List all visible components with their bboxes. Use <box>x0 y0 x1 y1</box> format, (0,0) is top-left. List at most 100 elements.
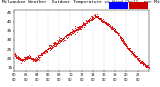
Point <box>41 53 44 54</box>
Point <box>19 59 22 60</box>
Point <box>106 24 109 26</box>
Point <box>68 33 70 34</box>
Point <box>43 51 45 53</box>
Point <box>125 46 127 47</box>
Point <box>107 23 109 24</box>
Point <box>54 45 57 47</box>
Point <box>70 34 72 36</box>
Point <box>40 54 42 56</box>
Point <box>33 60 36 61</box>
Point <box>38 56 41 58</box>
Point <box>60 39 63 41</box>
Point <box>83 23 85 24</box>
Point <box>130 51 132 52</box>
Point <box>75 29 78 31</box>
Point <box>126 45 128 47</box>
Point <box>104 22 107 24</box>
Point <box>62 38 65 40</box>
Point <box>32 58 34 60</box>
Point <box>117 34 119 35</box>
Point <box>54 45 57 47</box>
Point <box>23 58 25 60</box>
Point <box>22 59 25 60</box>
Point <box>52 43 55 44</box>
Point <box>129 51 132 52</box>
Point <box>139 63 141 64</box>
Point <box>43 51 46 53</box>
Point <box>34 59 36 60</box>
Point <box>56 39 59 40</box>
Point <box>119 36 121 37</box>
Point <box>38 54 40 55</box>
Point <box>99 18 101 19</box>
Point <box>41 54 44 55</box>
Point <box>16 56 19 58</box>
Point <box>22 59 24 60</box>
Point <box>109 26 112 27</box>
Point <box>69 32 72 33</box>
Point <box>21 60 23 61</box>
Point <box>68 32 71 34</box>
Point <box>65 35 68 36</box>
Point <box>116 31 119 32</box>
Point <box>128 48 130 49</box>
Point <box>51 46 53 47</box>
Point <box>46 50 48 51</box>
Point <box>98 17 100 19</box>
Point <box>29 57 32 58</box>
Point <box>66 33 68 35</box>
Point <box>99 18 101 19</box>
Point <box>91 18 94 19</box>
Point <box>35 59 37 60</box>
Point <box>94 16 96 18</box>
Point <box>27 57 30 58</box>
Point <box>64 35 67 37</box>
Point <box>14 53 16 54</box>
Point <box>21 60 24 62</box>
Point <box>42 52 44 53</box>
Point <box>117 34 120 35</box>
Point <box>100 20 103 22</box>
Point <box>122 40 125 42</box>
Point <box>81 24 84 25</box>
Point <box>82 23 84 25</box>
Point <box>131 52 134 53</box>
Point <box>67 36 70 37</box>
Point <box>51 44 54 45</box>
Point <box>119 37 122 38</box>
Point <box>95 16 97 17</box>
Point <box>28 55 31 57</box>
Point <box>147 67 150 68</box>
Point <box>61 38 64 40</box>
Point <box>128 48 130 49</box>
Point <box>129 51 132 52</box>
Point <box>15 56 18 57</box>
Point <box>136 57 138 59</box>
Point <box>18 57 20 58</box>
Point <box>49 48 51 49</box>
Point <box>80 25 83 26</box>
Point <box>81 24 84 25</box>
Point <box>93 17 95 19</box>
Point <box>29 57 32 59</box>
Point <box>137 59 140 61</box>
Point <box>101 19 104 21</box>
Point <box>128 50 131 51</box>
Point <box>46 49 49 50</box>
Point <box>76 29 79 30</box>
Point <box>143 64 145 65</box>
Point <box>95 16 97 17</box>
Point <box>51 45 53 47</box>
Point <box>145 65 147 67</box>
Point <box>24 56 27 57</box>
Point <box>91 19 93 20</box>
Point <box>140 62 142 63</box>
Point <box>92 16 95 18</box>
Point <box>77 26 80 27</box>
Point <box>58 36 60 38</box>
Point <box>83 24 86 25</box>
Point <box>141 62 143 64</box>
Point <box>97 15 99 17</box>
Point <box>140 63 143 64</box>
Point <box>34 60 37 61</box>
